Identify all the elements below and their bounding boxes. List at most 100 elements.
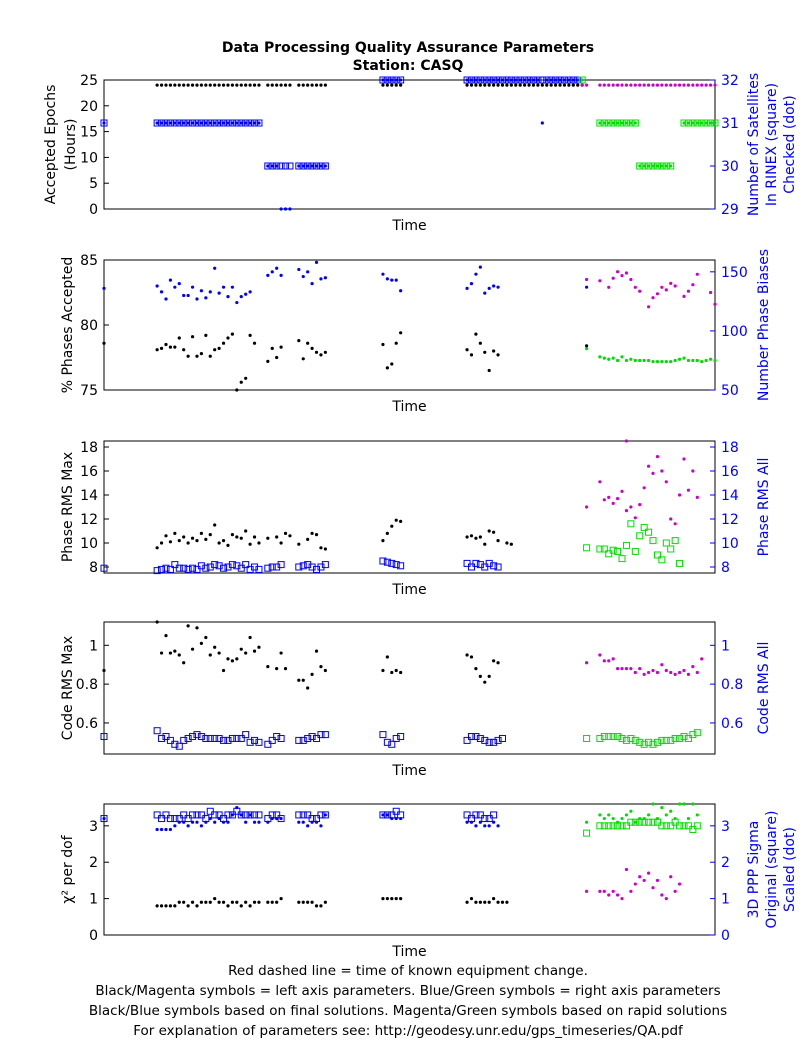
data-point xyxy=(182,348,186,352)
data-point xyxy=(578,76,586,84)
data-point xyxy=(399,519,403,524)
data-point xyxy=(204,537,208,542)
data-point xyxy=(467,563,475,571)
data-point xyxy=(208,816,212,821)
series-final_right_dot_tail xyxy=(585,285,589,289)
data-point xyxy=(189,564,197,572)
data-point xyxy=(600,545,608,553)
data-point xyxy=(673,358,677,363)
right-tick-label: 14 xyxy=(721,488,739,504)
data-point xyxy=(228,811,236,819)
data-point xyxy=(708,83,713,87)
data-point xyxy=(609,822,617,830)
data-point xyxy=(624,439,629,443)
data-point xyxy=(173,649,177,653)
data-point xyxy=(202,734,210,742)
data-point xyxy=(646,871,651,875)
data-point xyxy=(266,359,270,363)
data-point xyxy=(204,296,208,300)
data-point xyxy=(642,83,646,87)
data-point xyxy=(490,562,498,570)
data-point xyxy=(689,825,697,833)
data-point xyxy=(217,816,221,821)
data-point xyxy=(213,348,217,352)
data-point xyxy=(233,562,241,570)
data-point xyxy=(638,358,642,363)
data-point xyxy=(235,535,239,539)
data-point xyxy=(257,121,261,125)
data-point xyxy=(646,83,651,87)
data-point xyxy=(186,624,190,628)
data-point xyxy=(605,822,613,830)
data-point xyxy=(220,736,228,744)
data-point xyxy=(474,666,478,671)
right-tick-label: 3 xyxy=(721,819,730,835)
data-point xyxy=(217,651,221,655)
data-point xyxy=(651,164,655,168)
data-point xyxy=(308,733,316,741)
left-tick-label: 5 xyxy=(89,176,98,192)
data-point xyxy=(607,83,611,87)
data-point xyxy=(492,897,496,901)
data-point xyxy=(221,820,226,824)
data-point xyxy=(381,342,385,347)
data-point xyxy=(190,900,195,904)
data-point xyxy=(189,811,197,819)
data-point xyxy=(680,733,688,741)
data-point xyxy=(490,811,498,819)
data-point xyxy=(206,807,214,815)
data-point xyxy=(576,83,580,87)
series-rapid_right_square_series xyxy=(583,818,701,837)
data-point xyxy=(596,822,604,830)
data-point xyxy=(171,740,179,748)
left-axis-label: χ² per dof xyxy=(60,834,76,903)
data-point xyxy=(268,563,276,571)
data-point xyxy=(713,83,717,87)
data-point xyxy=(381,78,385,82)
data-point xyxy=(255,811,263,819)
data-point xyxy=(195,121,199,125)
data-point xyxy=(297,339,301,343)
data-point xyxy=(304,734,312,742)
data-point xyxy=(627,818,635,826)
data-point xyxy=(677,83,682,87)
data-point xyxy=(299,562,307,570)
data-point xyxy=(695,813,699,817)
data-point xyxy=(585,347,589,351)
data-point xyxy=(270,346,274,350)
data-point xyxy=(314,904,319,908)
data-point xyxy=(660,806,664,810)
data-point xyxy=(527,78,531,82)
data-point xyxy=(673,816,677,821)
data-point xyxy=(319,353,323,357)
data-point xyxy=(554,83,558,87)
data-point xyxy=(385,366,389,370)
data-point xyxy=(669,517,673,521)
data-point xyxy=(399,289,403,293)
data-point xyxy=(102,816,106,821)
data-point xyxy=(102,286,106,290)
data-point xyxy=(492,83,496,87)
data-point xyxy=(478,535,482,539)
data-point xyxy=(605,733,613,741)
data-point xyxy=(195,904,199,908)
data-point xyxy=(306,83,310,87)
data-point xyxy=(239,295,243,299)
data-point xyxy=(195,83,199,87)
data-point xyxy=(306,824,310,828)
data-point xyxy=(465,535,469,539)
data-point xyxy=(646,164,651,168)
data-point xyxy=(655,360,660,364)
data-point xyxy=(208,900,212,904)
data-point xyxy=(494,736,502,744)
data-point xyxy=(708,121,713,125)
data-point xyxy=(605,550,613,558)
data-point xyxy=(500,900,505,904)
axes-frame xyxy=(103,621,716,755)
series-final_left_dot xyxy=(155,518,513,551)
data-point xyxy=(221,668,226,673)
right-axis-label: Number Phase Biases xyxy=(756,249,772,401)
series-rapid_right_square_series xyxy=(583,520,684,567)
data-point xyxy=(704,358,708,363)
data-point xyxy=(171,561,179,569)
